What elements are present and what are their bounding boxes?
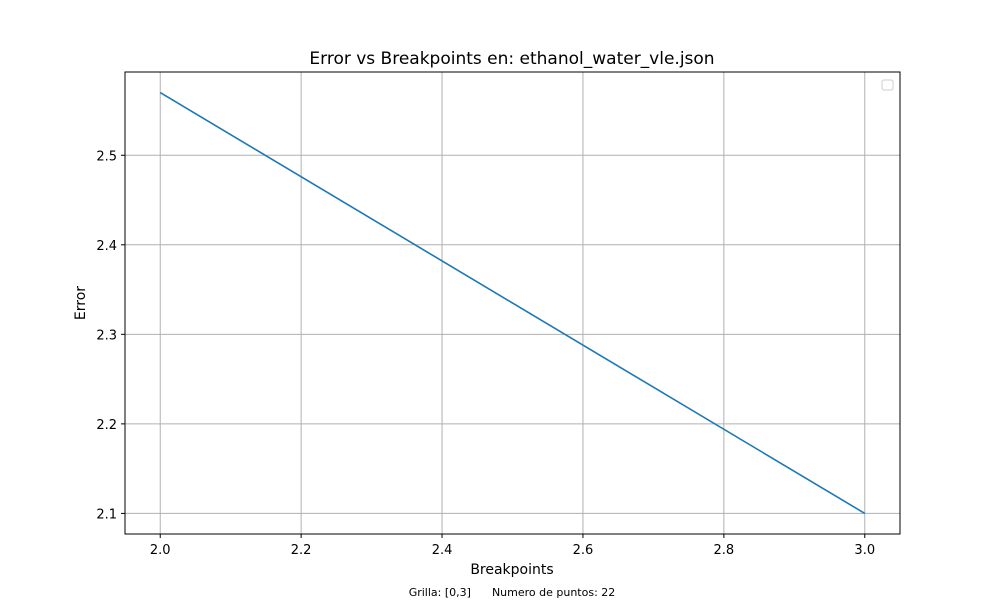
legend-box [881, 79, 894, 91]
x-tick-label: 2.4 [432, 543, 453, 558]
y-tick-label: 2.5 [96, 149, 117, 164]
y-axis-label: Error [73, 286, 89, 320]
grid [125, 72, 900, 534]
plot-frame [124, 71, 901, 535]
x-axis-label: Breakpoints [470, 562, 553, 578]
series-layer [159, 91, 866, 515]
series-line [159, 91, 866, 515]
y-tick-label: 2.2 [96, 418, 117, 433]
y-axis: 2.1 2.2 2.3 2.4 2.5 [96, 149, 125, 522]
footer-grilla: Grilla: [0,3] [408, 586, 471, 599]
y-tick-label: 2.1 [96, 507, 117, 522]
y-tick-label: 2.4 [96, 239, 117, 254]
y-tick-label: 2.3 [96, 328, 117, 343]
footer: Grilla: [0,3] Numero de puntos: 22 [0, 586, 1000, 599]
x-tick-label: 2.2 [291, 543, 312, 558]
x-tick-label: 2.6 [573, 543, 594, 558]
x-tick-label: 2.0 [150, 543, 171, 558]
x-axis: 2.0 2.2 2.4 2.6 2.8 3.0 [150, 534, 875, 558]
footer-puntos: Numero de puntos: 22 [491, 586, 616, 599]
x-tick-label: 3.0 [854, 543, 875, 558]
x-tick-label: 2.8 [714, 543, 735, 558]
chart-title: Error vs Breakpoints en: ethanol_water_v… [309, 49, 714, 69]
